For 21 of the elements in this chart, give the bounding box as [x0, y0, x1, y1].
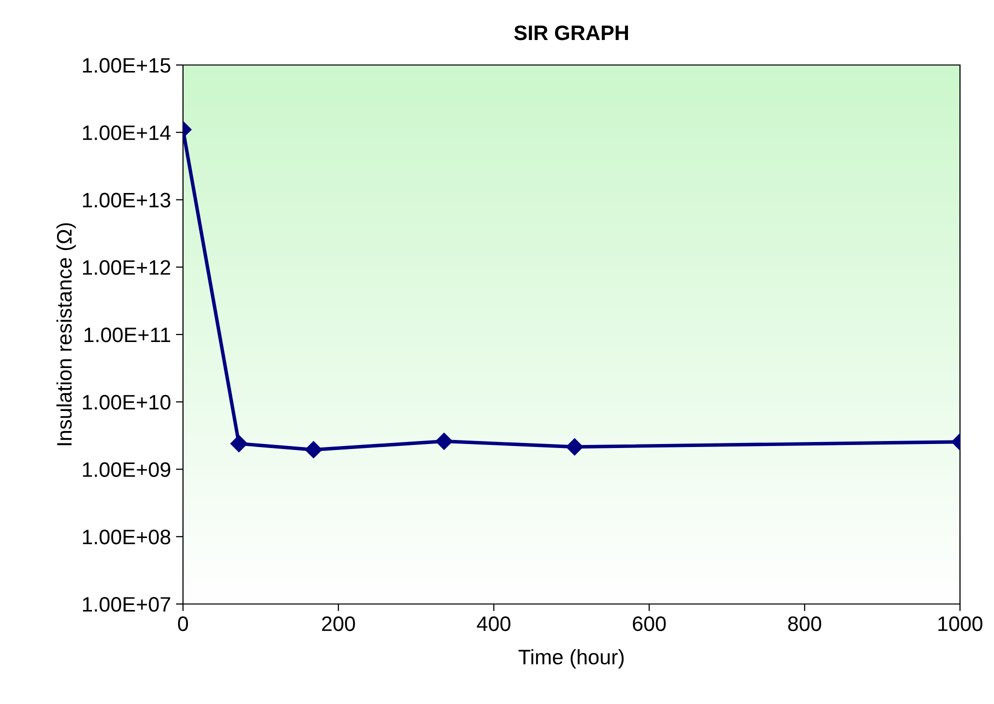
y-tick-label: 1.00E+10	[83, 394, 170, 410]
y-axis-title: Insulation resistance (Ω)	[56, 223, 76, 446]
x-axis-title: Time (hour)	[518, 649, 624, 669]
x-tick-label: 200	[322, 616, 355, 632]
y-tick-label: 1.00E+08	[83, 530, 170, 544]
x-tick-label: 400	[476, 616, 510, 632]
x-tick-label: 600	[632, 616, 666, 632]
y-tick-label: 1.00E+11	[84, 328, 170, 342]
chart-title: SIR GRAPH	[514, 25, 628, 40]
point	[436, 432, 453, 450]
y-tick-label: 1.00E+07	[83, 597, 170, 612]
x-tick-label: 1000	[938, 616, 982, 632]
y-tick-label: 1.00E+13	[83, 192, 170, 208]
x-tick-label: 800	[788, 616, 822, 632]
y-tick-label: 1.00E+14	[83, 125, 171, 140]
y-tick-label: 1.00E+09	[83, 462, 170, 478]
x-tick-label: 0	[178, 616, 188, 632]
point	[304, 441, 322, 458]
y-tick-label: 1.00E+15	[83, 58, 170, 73]
y-tick-label: 1.00E+12	[83, 260, 170, 275]
point	[566, 438, 584, 456]
